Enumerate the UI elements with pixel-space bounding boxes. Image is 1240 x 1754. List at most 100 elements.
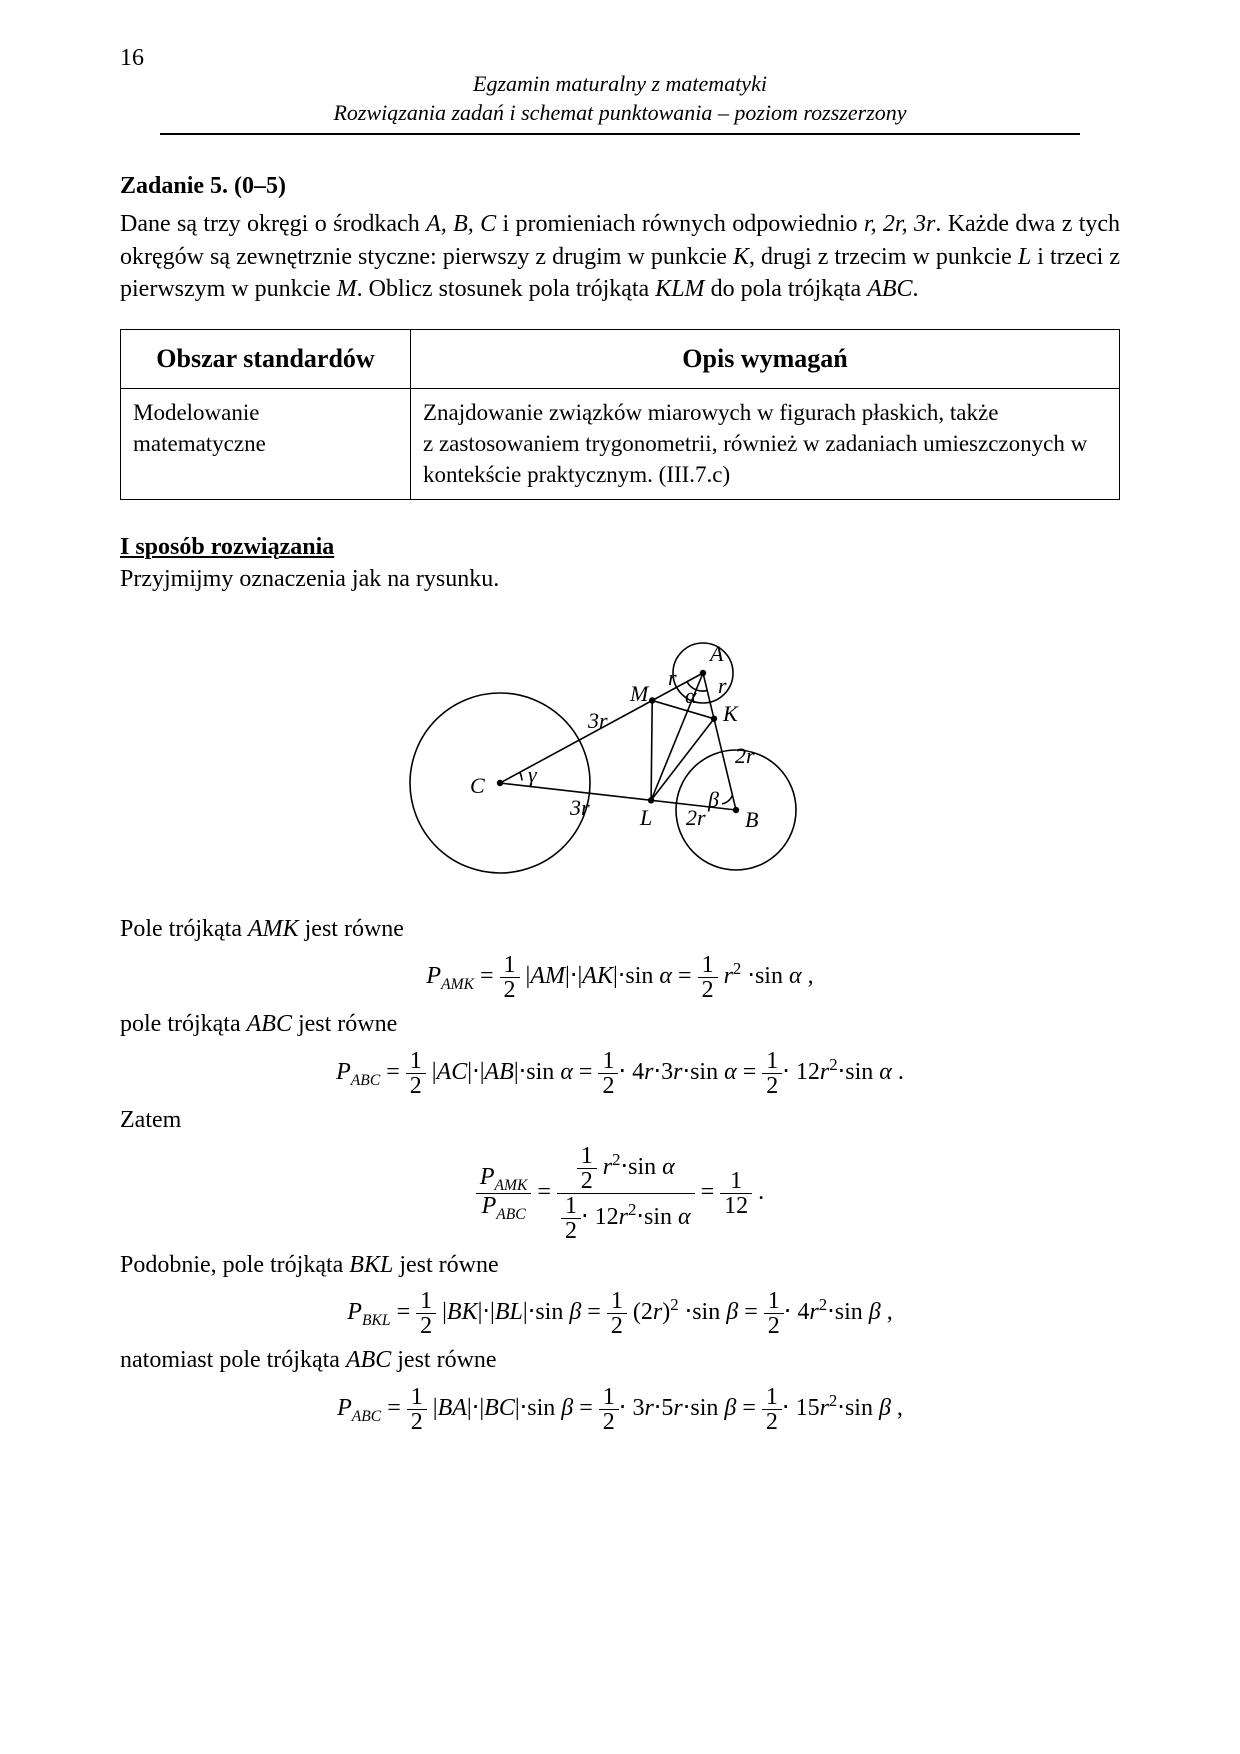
task-title-points: (0–5) <box>234 173 286 199</box>
eP11: α <box>659 963 672 989</box>
s7: Podobnie, pole trójkąta <box>120 1252 349 1278</box>
b12: = <box>587 1299 601 1325</box>
c29: ⋅ <box>837 1395 845 1421</box>
r5: = <box>537 1179 551 1205</box>
c32: , <box>891 1395 903 1421</box>
r10: ⋅ <box>621 1154 629 1180</box>
lbl-2r-1: 2r <box>735 743 755 768</box>
b22: β <box>726 1299 738 1325</box>
t15: . <box>913 276 919 302</box>
c7: ⋅ <box>472 1395 480 1421</box>
b26: 4 <box>797 1299 809 1325</box>
para-1: Przyjmijmy oznaczenia jak na rysunku. <box>120 563 1120 595</box>
th-requirements: Opis wymagań <box>411 330 1120 389</box>
eP2: AMK <box>441 976 474 993</box>
b32: , <box>881 1299 893 1325</box>
r2: AMK <box>495 1176 528 1193</box>
td-standards: Modelowanie matematyczne <box>121 389 411 499</box>
a14: 2 <box>598 1074 618 1098</box>
t10: M <box>337 276 357 302</box>
c26: 15 <box>796 1395 820 1421</box>
eP12: = <box>678 963 692 989</box>
a32: . <box>892 1059 904 1085</box>
r22: 1 <box>720 1169 752 1194</box>
p-amk: Pole trójkąta AMK jest równe <box>120 913 1120 945</box>
a31: α <box>879 1059 892 1085</box>
p-abc: pole trójkąta ABC jest równe <box>120 1008 1120 1040</box>
c27: r <box>820 1395 829 1421</box>
t3: i promieniach równych odpowiednio <box>496 211 864 237</box>
c14: 2 <box>599 1410 619 1434</box>
r13: 1 <box>561 1194 581 1219</box>
a17: ⋅ <box>653 1059 661 1085</box>
b6: BK <box>447 1299 478 1325</box>
c8: BC <box>484 1395 515 1421</box>
b13: 1 <box>607 1289 627 1314</box>
a18: 3 <box>661 1059 673 1085</box>
a30: sin <box>845 1059 873 1085</box>
b28: 2 <box>819 1295 827 1314</box>
c24: 1 <box>762 1385 782 1410</box>
lbl-K: K <box>722 701 739 726</box>
a8: AB <box>485 1059 514 1085</box>
a11: α <box>560 1059 573 1085</box>
lbl-gamma: γ <box>528 762 538 787</box>
eP10: sin <box>625 963 653 989</box>
r3: P <box>482 1193 497 1219</box>
r9: 2 <box>612 1150 620 1169</box>
eP15: r <box>724 963 733 989</box>
r21: = <box>701 1179 715 1205</box>
solution-heading: I sposób rozwiązania <box>120 534 1120 561</box>
b30: sin <box>835 1299 863 1325</box>
task-body: Dane są trzy okręgi o środkach A, B, C i… <box>120 208 1120 305</box>
a27: r <box>820 1059 829 1085</box>
r11: sin <box>628 1154 656 1180</box>
eP7: ⋅ <box>570 963 578 989</box>
eP20: , <box>802 963 814 989</box>
eP4: 1 <box>500 953 520 978</box>
td-requirements: Znajdowanie związków miarowych w figurac… <box>411 389 1120 499</box>
eP8: AK <box>582 963 613 989</box>
a25a: ⋅ <box>782 1059 790 1085</box>
c3: = <box>387 1395 401 1421</box>
b15: ( <box>633 1299 641 1325</box>
r4: ABC <box>496 1206 525 1223</box>
eq-ratio: PAMK PABC = 12 r2⋅sin α 12⋅ 12r2⋅sin α =… <box>120 1144 1120 1243</box>
r6: 1 <box>577 1144 597 1169</box>
b25a: ⋅ <box>784 1299 792 1325</box>
eP14: 2 <box>698 978 718 1002</box>
c23: = <box>742 1395 756 1421</box>
t7: , drugi z trzecim w punkcie <box>749 244 1018 270</box>
b7: ⋅ <box>482 1299 490 1325</box>
c11: β <box>561 1395 573 1421</box>
eq-P-ABC-2: PABC = 12 |BA|⋅|BC|⋅sin β = 12⋅ 3r⋅5r⋅si… <box>120 1385 1120 1434</box>
t13: do pola trójkąta <box>705 276 868 302</box>
t1: Dane są trzy okręgi o środkach <box>120 211 426 237</box>
a22: α <box>724 1059 737 1085</box>
b31: β <box>869 1299 881 1325</box>
s6: jest równe <box>292 1011 397 1037</box>
c18: 5 <box>661 1395 673 1421</box>
a21: sin <box>690 1059 718 1085</box>
lbl-alpha: α <box>685 683 697 708</box>
t8: L <box>1018 244 1031 270</box>
a13: 1 <box>598 1049 618 1074</box>
eq-P-ABC-1: PABC = 12 |AC|⋅|AB|⋅sin α = 12⋅ 4r⋅3r⋅si… <box>120 1049 1120 1098</box>
b23: = <box>744 1299 758 1325</box>
r16: r <box>619 1204 628 1230</box>
c31: β <box>879 1395 891 1421</box>
r12: α <box>662 1154 675 1180</box>
doc-header: Egzamin maturalny z matematyki Rozwiązan… <box>120 70 1120 127</box>
lbl-r2: r <box>718 673 727 698</box>
t14: ABC <box>867 276 912 302</box>
lbl-B: B <box>745 807 758 832</box>
r14a: ⋅ <box>581 1204 589 1230</box>
eq-P-BKL: PBKL = 12 |BK|⋅|BL|⋅sin β = 12 (2r)2 ⋅si… <box>120 1289 1120 1338</box>
r15: 12 <box>595 1204 619 1230</box>
b18: ) <box>662 1299 670 1325</box>
a6: AC <box>437 1059 468 1085</box>
a2: ABC <box>351 1071 380 1088</box>
a3: = <box>386 1059 400 1085</box>
a1: P <box>336 1059 351 1085</box>
t11: . Oblicz stosunek pola trójkąta <box>357 276 656 302</box>
